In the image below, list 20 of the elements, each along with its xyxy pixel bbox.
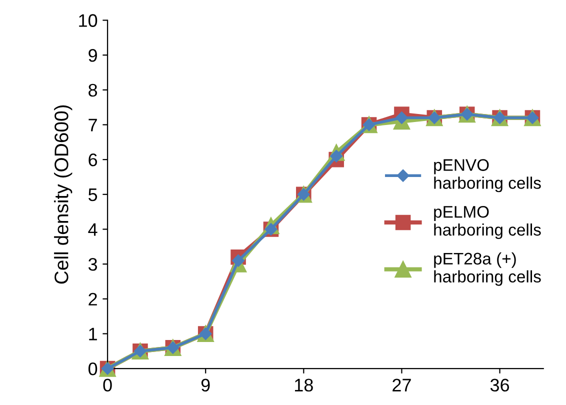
y-axis-title: Cell density (OD600) bbox=[54, 105, 72, 284]
y-tick-label: 1 bbox=[89, 328, 97, 340]
y-tick-label: 7 bbox=[88, 118, 97, 132]
legend-label: pET28a (+) harboring cells bbox=[434, 252, 541, 286]
x-tick-label: 36 bbox=[490, 378, 510, 392]
y-tick-label: 0 bbox=[88, 362, 98, 376]
x-tick-label: 9 bbox=[201, 378, 210, 392]
legend-label: pENVO harboring cells bbox=[434, 159, 541, 192]
x-tick-label: 27 bbox=[392, 378, 411, 392]
y-tick-label: 8 bbox=[88, 84, 98, 97]
y-tick-label: 6 bbox=[88, 154, 98, 166]
y-tick-label: 5 bbox=[88, 188, 98, 202]
y-tick-label: 3 bbox=[88, 258, 98, 271]
y-tick-label: 2 bbox=[88, 292, 97, 306]
x-tick-label: 0 bbox=[103, 378, 112, 392]
y-tick-label: 9 bbox=[88, 49, 97, 62]
y-tick-label: 4 bbox=[88, 223, 98, 236]
y-tick-label: 10 bbox=[79, 14, 98, 27]
x-tick-label: 18 bbox=[294, 378, 313, 392]
legend-label: pELMO harboring cells bbox=[434, 206, 541, 240]
